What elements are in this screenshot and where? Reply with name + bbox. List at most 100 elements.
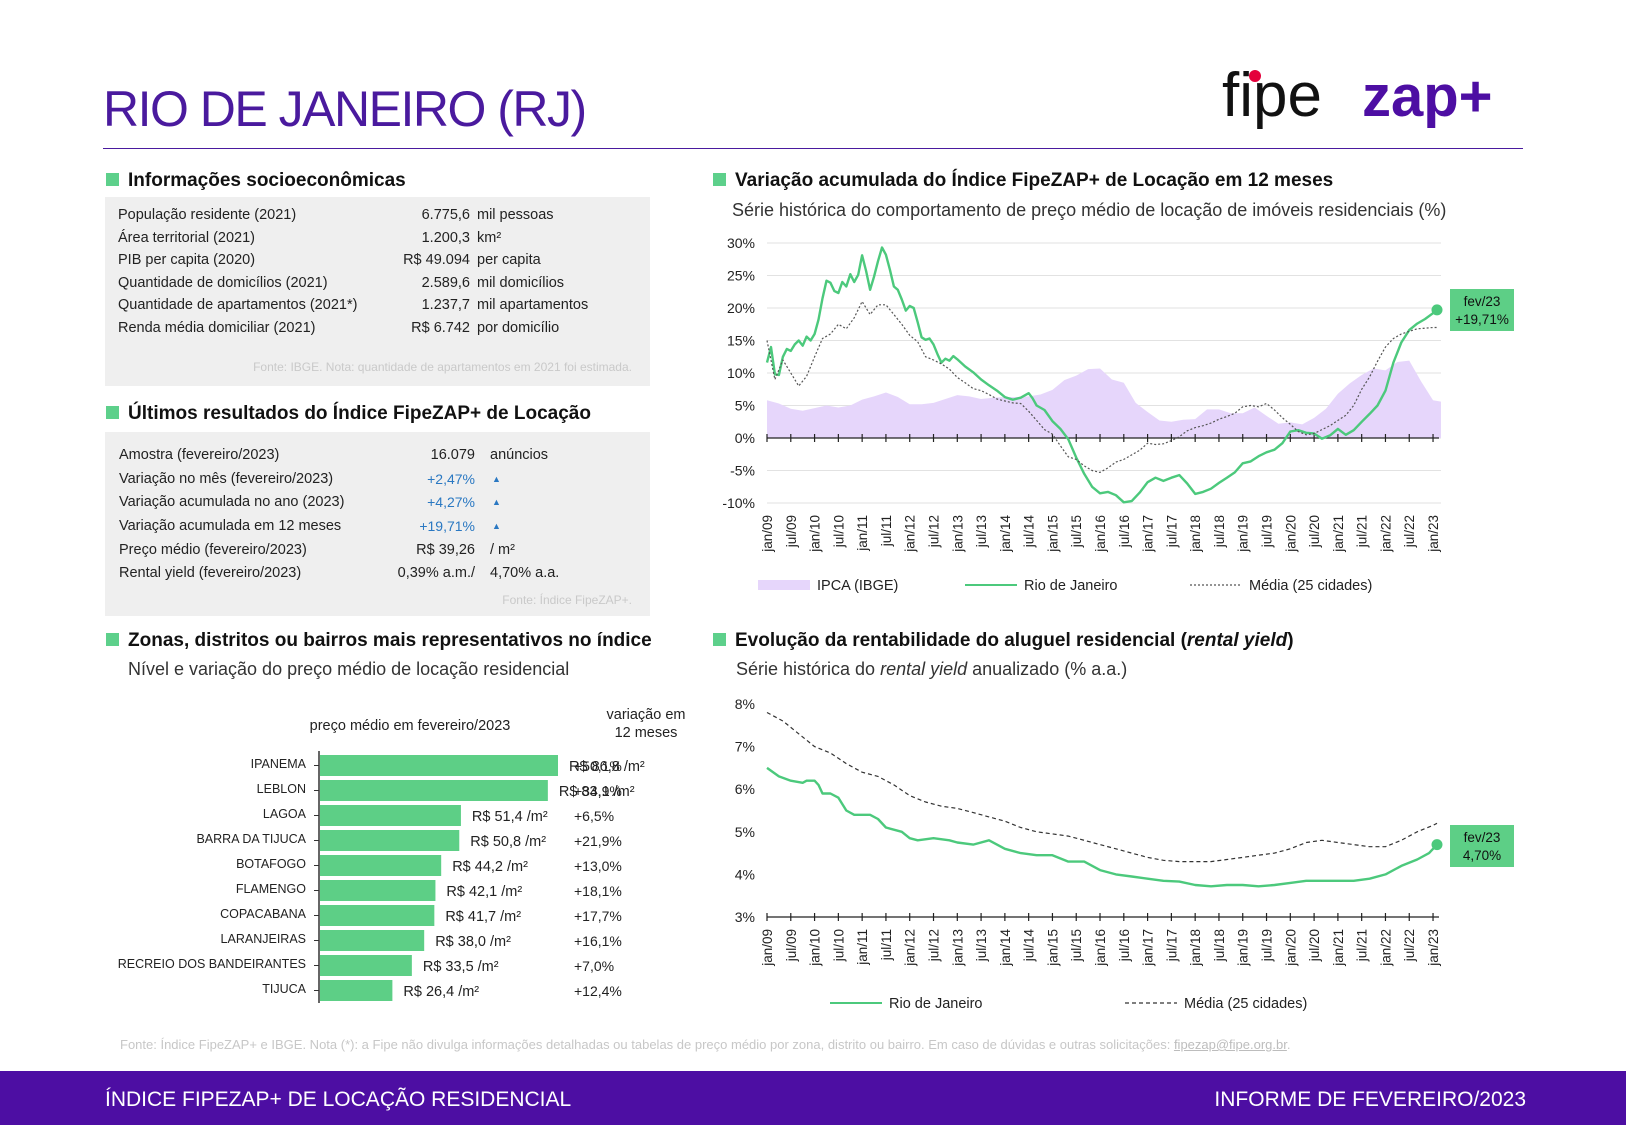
header-rule [103,148,1523,149]
x-tick-label: jul/17 [1164,515,1179,548]
x-tick-label: jan/15 [1045,515,1060,553]
legend-label: Rio de Janeiro [1024,578,1118,594]
results-row: Amostra (fevereiro/2023) 16.079 anúncios [119,447,639,467]
bar-category-label: IPANEMA [251,757,307,771]
x-tick-label: jul/19 [1260,929,1275,962]
bar-value-label: R$ 50,8 /m² [470,834,546,850]
results-row: Preço médio (fevereiro/2023) R$ 39,26 / m² [119,542,639,562]
socio-row-label: Quantidade de apartamentos (2021*) [118,297,358,314]
y-tick-label: 8% [735,696,755,712]
x-tick-label: jan/23 [1426,929,1441,967]
yield-section-title: Evolução da rentabilidade do aluguel res… [713,630,1294,652]
bar-variation-label: +12,4% [574,983,622,999]
socio-row-unit: per capita [477,252,541,269]
x-tick-label: jan/12 [903,515,918,553]
x-tick-label: jan/14 [998,929,1013,967]
x-tick-label: jul/12 [927,929,942,962]
x-tick-label: jul/21 [1355,515,1370,548]
bar-category-label: LEBLON [257,782,306,796]
x-tick-label: jul/17 [1164,929,1179,962]
x-tick-label: jul/14 [1022,515,1037,549]
results-row-value: 16.079 [430,447,475,463]
y-tick-label: -10% [722,495,755,511]
y-tick-label: 10% [727,365,755,381]
y-tick-label: 15% [727,333,755,349]
last-value-callout [1450,825,1514,867]
socio-row-value: 1.237,7 [421,297,470,314]
legend-label: Média (25 cidades) [1184,996,1307,1012]
results-row: Variação no mês (fevereiro/2023) +2,47% ▲ [119,471,639,491]
bar-category-label: FLAMENGO [236,882,306,896]
socio-row-label: Área territorial (2021) [118,229,255,246]
socio-row-label: Quantidade de domicílios (2021) [118,274,328,291]
bar-value-label: R$ 44,2 /m² [452,859,528,875]
x-tick-label: jan/15 [1045,929,1060,967]
x-tick-label: jan/18 [1188,515,1203,553]
bar-category-label: COPACABANA [220,907,307,921]
socio-source: Fonte: IBGE. Nota: quantidade de apartam… [253,360,632,374]
x-tick-label: jan/14 [998,515,1013,553]
results-row-unit: / m² [490,542,515,558]
contact-email-link[interactable]: fipezap@fipe.org.br [1173,1037,1287,1052]
series-line-line [765,246,1438,504]
section-marker-icon [713,633,726,646]
bar-variation-label: +7,0% [574,958,614,974]
series-line-dotted [766,300,1437,473]
socio-row-label: População residente (2021) [118,207,297,223]
bar [320,755,558,776]
x-tick-label: jan/10 [808,515,823,553]
x-tick-label: jan/17 [1141,515,1156,553]
x-tick-label: jan/16 [1093,929,1108,967]
bar-value-label: R$ 51,4 /m² [472,809,548,825]
socio-row-value: 6.775,6 [421,207,470,223]
chart12m-subtitle: Série histórica do comportamento de preç… [732,200,1447,220]
y-tick-label: 5% [735,398,755,414]
x-tick-label: jan/20 [1283,929,1298,967]
socio-row-label: Renda média domiciliar (2021) [118,320,316,336]
x-tick-label: jul/14 [1022,929,1037,963]
bar-variation-label: +21,9% [574,833,622,849]
x-tick-label: jan/22 [1378,929,1393,967]
bar-value-label: R$ 33,5 /m² [423,959,499,975]
bar-category-label: TIJUCA [262,982,306,996]
socio-row: Área territorial (2021) 1.200,3 km² [118,230,638,250]
footer-source-note: Fonte: Índice FipeZAP+ e IBGE. Nota (*):… [120,1037,1291,1052]
zones-bar-chart: preço médio em fevereiro/2023 variação em… [118,707,685,1003]
socio-row-unit: km² [477,229,502,246]
socio-row: Quantidade de apartamentos (2021*) 1.237,… [118,297,638,317]
results-row-unit: 4,70% a.a. [490,565,560,581]
results-row-label: Amostra (fevereiro/2023) [119,447,280,463]
last-value-callout [1450,289,1514,331]
section-marker-icon [106,406,119,419]
bar-category-label: BOTAFOGO [236,857,306,871]
bar-value-label: R$ 42,1 /m² [446,884,522,900]
series-line-line [766,766,1438,888]
up-arrow-icon: ▲ [492,497,501,507]
y-tick-label: 7% [735,739,755,755]
x-tick-label: jan/16 [1093,515,1108,553]
bar [320,805,461,826]
socio-row-value: 1.200,3 [421,229,470,246]
bottom-bar [0,1071,1626,1125]
callout-value: 4,70% [1463,848,1501,863]
x-tick-label: jul/19 [1260,515,1275,548]
x-tick-label: jan/09 [760,515,775,553]
bar [320,830,460,851]
results-source: Fonte: Índice FipeZAP+. [502,593,632,607]
socio-row-unit: mil domicílios [477,274,565,291]
bar-value-label: R$ 41,7 /m² [445,909,521,925]
x-tick-label: jan/13 [950,515,965,553]
footer-report-month: INFORME DE FEVEREIRO/2023 [1214,1088,1526,1111]
x-tick-label: jan/21 [1331,515,1346,553]
bar [320,780,548,801]
socio-row: Renda média domiciliar (2021) R$ 6.742 por… [118,320,638,340]
x-tick-label: jan/18 [1188,929,1203,967]
x-tick-label: jul/13 [974,515,989,548]
x-tick-label: jul/09 [784,929,799,962]
x-tick-label: jan/22 [1378,515,1393,553]
results-row-value: +19,71% [419,518,475,534]
y-tick-label: 20% [727,300,755,316]
socio-row: Quantidade de domicílios (2021) 2.589,6 mi… [118,275,638,295]
x-tick-label: jul/15 [1069,515,1084,548]
x-tick-label: jan/23 [1426,515,1441,553]
